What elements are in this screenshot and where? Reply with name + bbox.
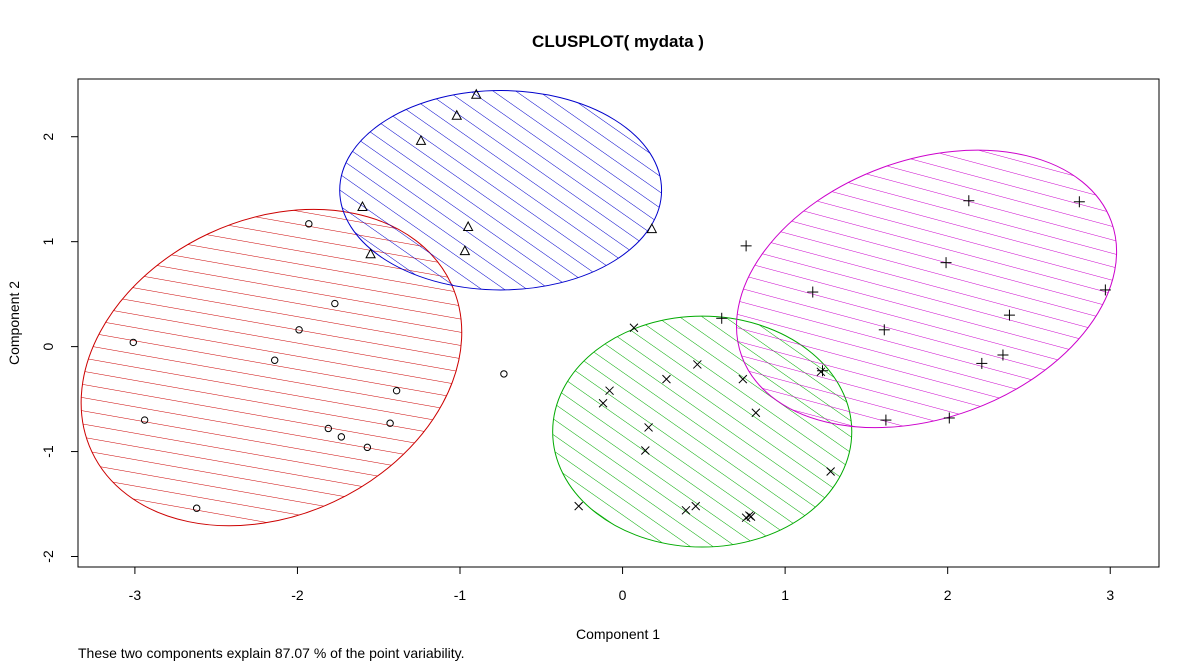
cluster-1-point xyxy=(295,326,303,334)
cluster-2-point xyxy=(451,109,463,120)
cluster-3-point xyxy=(816,367,826,377)
cluster-4-point xyxy=(997,349,1009,361)
y-tick-label: 2 xyxy=(40,133,56,141)
x-tick-label: 2 xyxy=(944,587,952,603)
cluster-1-point xyxy=(270,356,279,364)
chart-title: CLUSPLOT( mydata ) xyxy=(532,32,704,51)
cluster-3-point xyxy=(691,501,701,511)
cluster-2-point xyxy=(646,223,658,234)
x-tick-label: -3 xyxy=(129,587,142,603)
x-tick-label: -1 xyxy=(454,587,467,603)
cluster-2-point xyxy=(462,220,474,231)
cluster-3-point xyxy=(574,501,584,511)
cluster-3-point xyxy=(644,423,653,432)
cluster-3-point xyxy=(826,467,835,476)
y-tick-label: 1 xyxy=(40,238,56,246)
cluster-2-point xyxy=(415,134,427,145)
cluster-4-point xyxy=(740,240,752,252)
cluster-4-point xyxy=(940,257,952,269)
cluster-4-point xyxy=(807,286,819,298)
cluster-3-point xyxy=(662,374,671,384)
cluster-3-point xyxy=(692,360,702,369)
cluster-4-point xyxy=(817,365,829,377)
cluster-points xyxy=(129,88,1111,523)
cluster-1-point xyxy=(140,416,149,424)
cluster-3-point xyxy=(598,398,608,408)
cluster-2-point xyxy=(357,200,368,212)
y-axis-label: Component 2 xyxy=(6,281,22,365)
x-tick-label: -2 xyxy=(291,587,304,603)
x-tick-label: 3 xyxy=(1106,587,1114,603)
cluster-4-point xyxy=(1099,284,1111,296)
cluster-4-point xyxy=(880,414,892,426)
cluster-4-point xyxy=(976,357,988,369)
variability-footnote: These two components explain 87.07 % of … xyxy=(78,645,465,661)
cluster-1-point xyxy=(392,386,401,395)
y-tick-label: 0 xyxy=(40,343,56,351)
cluster-1-point xyxy=(500,370,508,378)
cluster-3-point xyxy=(738,374,748,384)
cluster-3-point xyxy=(751,408,761,418)
cluster-1-point xyxy=(324,424,333,433)
cluster-3-point xyxy=(681,505,691,515)
cluster-2-ellipse xyxy=(339,90,663,291)
cluster-4-point xyxy=(963,195,975,207)
cluster-4-point xyxy=(943,412,955,424)
cluster-1-point xyxy=(337,433,346,441)
cluster-2-point xyxy=(470,88,482,99)
cluster-3-point xyxy=(640,446,650,455)
x-axis: -3 -2 -1 0 1 2 3 xyxy=(129,566,1114,603)
cluster-ellipses xyxy=(80,90,1118,548)
y-axis: -2 -1 0 1 2 xyxy=(40,133,79,563)
cluster-4-point xyxy=(878,324,890,336)
cluster-1-point xyxy=(129,338,137,347)
cluster-3-point xyxy=(629,323,639,333)
cluster-1-point xyxy=(386,419,394,427)
cluster-4-point xyxy=(716,312,728,324)
x-axis-label: Component 1 xyxy=(576,626,660,642)
cluster-1-point xyxy=(331,299,339,308)
cluster-3-point xyxy=(746,512,756,521)
x-tick-label: 0 xyxy=(619,587,627,603)
cluster-2-point xyxy=(365,248,376,259)
cluster-4-point xyxy=(1073,196,1085,208)
x-tick-label: 1 xyxy=(781,587,789,603)
cluster-1-point xyxy=(363,443,372,452)
cluster-2-point xyxy=(459,245,471,256)
cluster-4-ellipse xyxy=(736,149,1118,429)
y-tick-label: -2 xyxy=(40,550,56,563)
y-tick-label: -1 xyxy=(40,445,56,458)
cluster-1-point xyxy=(305,220,313,228)
cluster-4-point xyxy=(1003,309,1015,321)
cluster-3-point xyxy=(605,386,614,396)
cluster-1-point xyxy=(192,504,201,512)
